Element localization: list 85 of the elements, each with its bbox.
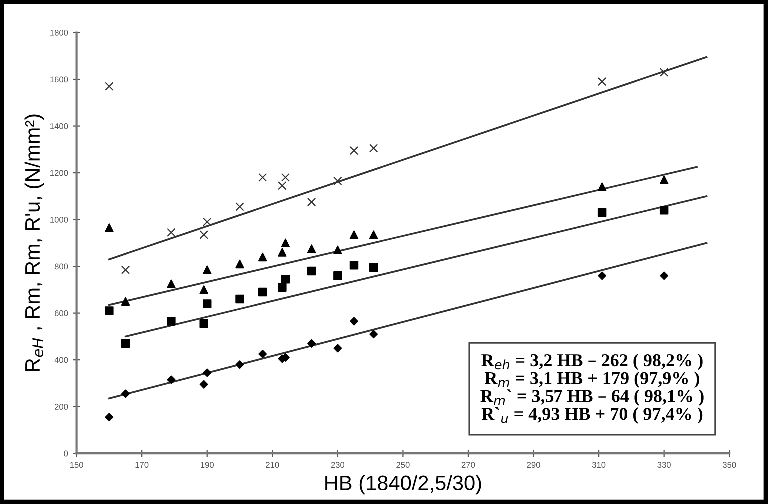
y-tick-label: 1400 (50, 123, 68, 130)
point (167, 376, 176, 384)
y-axis-title: R$_{eH}$ , Rm, Rm, R'u, (N/mm²) (24, 114, 44, 372)
x-tick-label: 310 (592, 462, 606, 468)
point (278, 182, 287, 190)
point (598, 78, 607, 86)
point (334, 176, 342, 186)
point (258, 173, 268, 182)
point (122, 390, 130, 398)
y-tick-label: 1200 (50, 170, 68, 176)
point (307, 244, 316, 254)
point (258, 350, 268, 358)
x-tick-label: 250 (396, 462, 410, 468)
point (167, 317, 176, 326)
point (369, 144, 378, 153)
point (167, 280, 176, 288)
point (258, 252, 268, 262)
point (236, 294, 244, 304)
y-tick-label: 200 (54, 404, 68, 410)
point (281, 173, 290, 182)
point (598, 182, 607, 192)
point (281, 238, 290, 248)
point (660, 176, 669, 184)
point (236, 360, 244, 369)
point (598, 272, 607, 280)
point (200, 319, 208, 328)
x-tick-label: 350 (722, 462, 736, 468)
point (105, 306, 114, 316)
point (203, 368, 212, 378)
point (203, 218, 212, 226)
point (105, 82, 114, 91)
point (203, 266, 212, 274)
point (105, 413, 114, 422)
point (369, 230, 378, 240)
annotation: R$_{m}$ = 3,1 HB + 179 (97,9% ) (484, 372, 700, 388)
point (350, 317, 358, 326)
annotation: R$_{eh}$ = 3,2 HB – 262 ( 98,2% ) (482, 354, 703, 370)
point (236, 202, 244, 212)
x-axis-title: HB (1840/2,5/30) (326, 475, 482, 495)
annotation: R`$_{u}$ = 4,93 HB + 70 ( 97,4% ) (482, 408, 703, 424)
point (200, 230, 208, 240)
y-tick-label: 1600 (50, 76, 68, 83)
point (307, 198, 316, 207)
point (281, 275, 290, 284)
x-tick-label: 210 (266, 462, 280, 468)
y-tick-label: 400 (54, 357, 68, 364)
point (369, 263, 378, 272)
x-tick-label: 190 (201, 462, 214, 468)
point (660, 68, 669, 77)
x-tick-label: 170 (136, 462, 149, 468)
point (307, 266, 316, 276)
point (203, 300, 212, 308)
point (308, 339, 316, 348)
point (200, 286, 208, 294)
point (167, 228, 176, 238)
point (121, 266, 130, 274)
point (236, 260, 244, 269)
y-tick-label: 600 (54, 310, 68, 316)
point (350, 230, 359, 240)
point (121, 297, 130, 306)
y-tick-label: 0 (64, 450, 68, 457)
point (660, 272, 669, 280)
point (334, 246, 342, 255)
point (200, 380, 208, 389)
point (370, 330, 378, 339)
x-tick-label: 330 (658, 462, 671, 468)
x-tick-label: 290 (527, 462, 540, 468)
point (334, 344, 342, 353)
point (278, 248, 287, 257)
point (350, 146, 359, 156)
point (258, 288, 268, 297)
y-tick-label: 1000 (50, 217, 68, 223)
point (334, 272, 342, 280)
point (660, 206, 669, 215)
y-tick-label: 1800 (50, 30, 68, 36)
point (278, 283, 287, 292)
point (598, 208, 607, 218)
point (350, 261, 359, 270)
x-tick-label: 270 (462, 462, 476, 468)
annotation: R$_{m}$` = 3,57 HB – 64 ( 98,1% ) (480, 390, 704, 406)
x-tick-label: 230 (331, 462, 345, 468)
point (121, 339, 130, 348)
y-tick-label: 800 (54, 264, 68, 270)
x-tick-label: 150 (70, 462, 84, 468)
point (105, 224, 114, 232)
